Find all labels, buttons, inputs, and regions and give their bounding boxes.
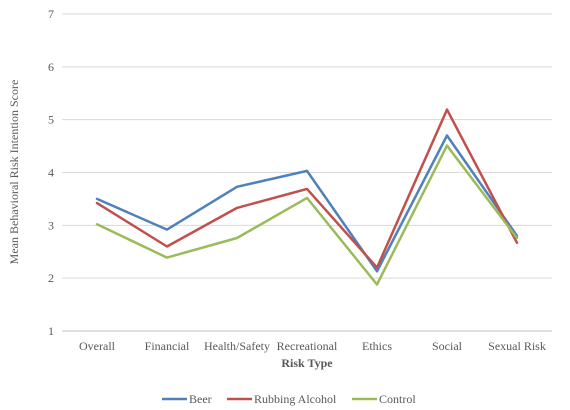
series-lines [95,108,519,286]
x-tick-label: Financial [145,339,190,353]
y-tick-label: 1 [48,324,54,338]
y-tick-labels: 1 2 3 4 5 6 7 [48,7,54,338]
gridlines [62,13,552,332]
y-tick-label: 6 [48,60,54,74]
legend-label: Beer [189,392,212,406]
y-tick-label: 7 [48,7,54,21]
y-tick-label: 5 [48,113,54,127]
series-line-control [95,144,519,286]
x-tick-label: Recreational [277,339,338,353]
legend-label: Rubbing Alcohol [254,392,337,406]
x-tick-label: Health/Safety [204,339,270,353]
y-tick-label: 2 [48,271,54,285]
x-tick-label: Social [432,339,463,353]
x-axis-title: Risk Type [281,356,333,370]
x-tick-labels: Overall Financial Health/Safety Recreationa… [79,339,546,353]
legend: Beer Rubbing Alcohol Control [162,392,416,406]
legend-label: Control [379,392,416,406]
x-tick-label: Ethics [362,339,392,353]
series-line-rubbing-alcohol [95,108,519,269]
y-tick-label: 4 [48,166,54,180]
x-tick-label: Sexual Risk [488,339,546,353]
y-axis-title: Mean Behavioral Risk Intention Score [7,80,21,265]
y-tick-label: 3 [48,218,54,232]
x-tick-label: Overall [79,339,116,353]
series-line-beer [95,134,519,273]
